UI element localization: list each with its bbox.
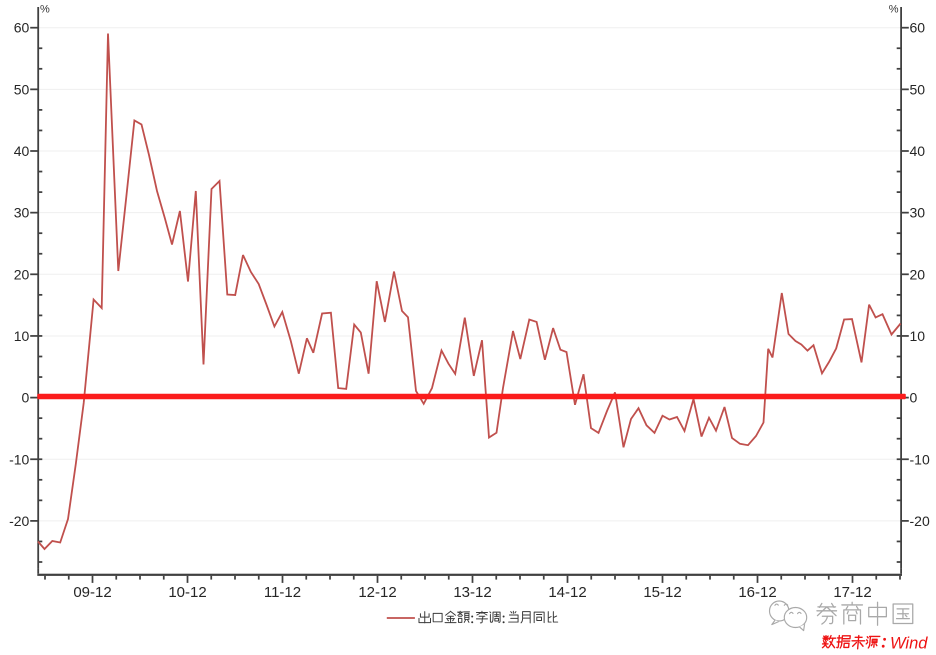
svg-text:20: 20 — [910, 266, 926, 282]
svg-text:0: 0 — [22, 390, 30, 406]
svg-text:60: 60 — [910, 20, 926, 36]
svg-text:-10: -10 — [9, 451, 29, 467]
svg-text:17-12: 17-12 — [833, 584, 871, 601]
svg-text:-10: -10 — [910, 451, 930, 467]
svg-text:10-12: 10-12 — [168, 584, 206, 601]
svg-text:13-12: 13-12 — [453, 584, 491, 601]
svg-text:50: 50 — [910, 81, 926, 97]
svg-text:10: 10 — [910, 328, 926, 344]
svg-text:30: 30 — [14, 205, 30, 221]
svg-text:40: 40 — [910, 143, 926, 159]
svg-text:Wind: Wind — [890, 634, 928, 652]
svg-text:0: 0 — [910, 390, 918, 406]
svg-text:10: 10 — [14, 328, 30, 344]
svg-text:30: 30 — [910, 205, 926, 221]
svg-text:15-12: 15-12 — [643, 584, 681, 601]
svg-text:16-12: 16-12 — [738, 584, 776, 601]
svg-text:40: 40 — [14, 143, 30, 159]
svg-text:14-12: 14-12 — [548, 584, 586, 601]
svg-text:60: 60 — [14, 20, 30, 36]
svg-text:20: 20 — [14, 266, 30, 282]
svg-text:%: % — [889, 4, 899, 16]
svg-text:12-12: 12-12 — [358, 584, 396, 601]
svg-text:11-12: 11-12 — [264, 584, 301, 601]
svg-text:-20: -20 — [910, 513, 930, 529]
svg-text:-20: -20 — [9, 513, 29, 529]
svg-text:50: 50 — [14, 81, 30, 97]
svg-text:%: % — [40, 4, 50, 16]
svg-text:09-12: 09-12 — [73, 584, 111, 601]
